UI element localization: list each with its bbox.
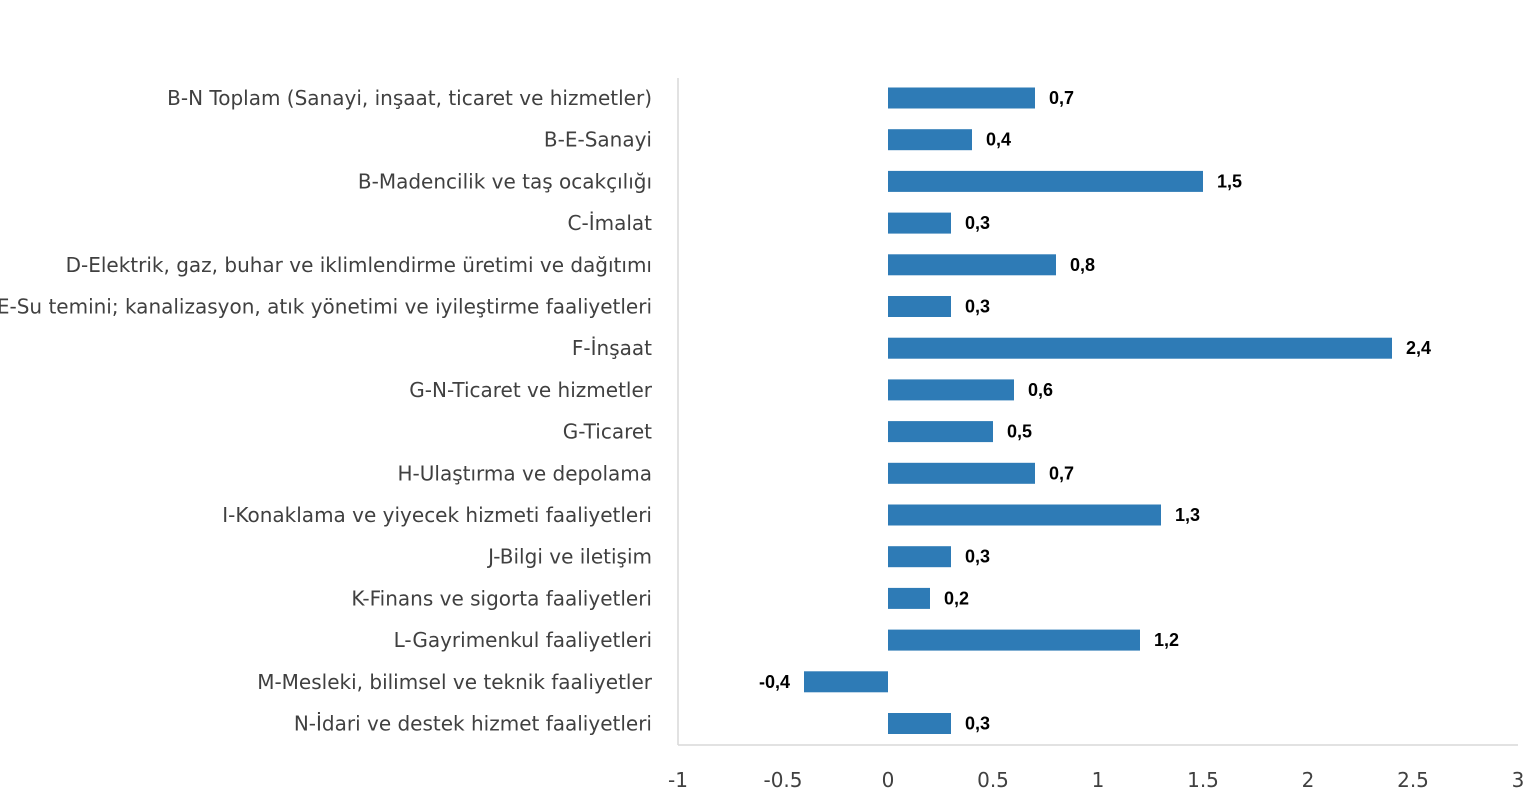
bar: [888, 296, 951, 317]
data-label: 0,2: [944, 588, 969, 608]
bar: [888, 337, 1392, 359]
bar: [888, 587, 930, 609]
category-label: M-Mesleki, bilimsel ve teknik faaliyetle…: [257, 670, 653, 694]
data-label: 1,3: [1175, 505, 1200, 525]
x-tick-label: 0.5: [977, 768, 1009, 792]
data-label: 0,8: [1070, 255, 1095, 275]
data-label: 0,3: [965, 714, 990, 734]
x-tick-label: -0.5: [763, 768, 802, 792]
data-label: 0,3: [965, 213, 990, 233]
data-label: 0,7: [1049, 88, 1074, 108]
category-label: I-Konaklama ve yiyecek hizmeti faaliyetl…: [222, 503, 652, 527]
data-label: 0,3: [965, 297, 990, 317]
bars-layer: [804, 87, 1392, 734]
data-label: 0,4: [986, 130, 1011, 150]
x-tick-label: 2: [1302, 768, 1315, 792]
x-tick-label: 1: [1092, 768, 1105, 792]
bar: [888, 462, 1035, 484]
bar: [888, 421, 993, 443]
data-label: 0,3: [965, 547, 990, 567]
x-tick-label: 0: [882, 768, 895, 792]
category-label: D-Elektrik, gaz, buhar ve iklimlendirme …: [66, 253, 652, 277]
bar: [888, 212, 951, 234]
data-label: 0,5: [1007, 422, 1032, 442]
data-label: 0,7: [1049, 463, 1074, 483]
data-label: 0,6: [1028, 380, 1053, 400]
axis-layer: -1 -0.5 0 0.5 1 1.5 2 2.5 3: [668, 78, 1524, 792]
bar: [888, 546, 951, 568]
bar: [888, 254, 1056, 276]
x-tick-label: 3: [1512, 768, 1525, 792]
bar: [804, 671, 888, 693]
category-label: C-İmalat: [568, 211, 653, 235]
category-label: B-E-Sanayi: [544, 128, 652, 152]
x-tick-label: -1: [668, 768, 688, 792]
data-label: 1,2: [1154, 630, 1179, 650]
data-label: 2,4: [1406, 338, 1431, 358]
category-label: F-İnşaat: [572, 336, 652, 360]
bar: [888, 504, 1161, 526]
x-tick-label: 1.5: [1187, 768, 1219, 792]
category-label: B-N Toplam (Sanayi, inşaat, ticaret ve h…: [167, 86, 652, 110]
category-label: B-Madencilik ve taş ocakçılığı: [358, 169, 652, 193]
bar: [888, 170, 1203, 192]
category-label: J-Bilgi ve iletişim: [486, 545, 652, 569]
labels-layer: B-N Toplam (Sanayi, inşaat, ticaret ve h…: [0, 86, 1431, 736]
bar: [888, 713, 951, 734]
bar: [888, 629, 1140, 651]
category-label: N-İdari ve destek hizmet faaliyetleri: [294, 712, 652, 736]
bar: [888, 129, 972, 151]
bar: [888, 87, 1035, 109]
category-label: H-Ulaştırma ve depolama: [398, 461, 652, 485]
category-label: G-N-Ticaret ve hizmetler: [409, 378, 652, 402]
data-label: -0,4: [759, 672, 790, 692]
category-label: K-Finans ve sigorta faaliyetleri: [351, 586, 652, 610]
category-label: L-Gayrimenkul faaliyetleri: [394, 628, 652, 652]
data-label: 1,5: [1217, 171, 1242, 191]
category-label: E-Su temini; kanalizasyon, atık yönetimi…: [0, 295, 652, 319]
bar: [888, 379, 1014, 401]
x-tick-label: 2.5: [1397, 768, 1429, 792]
category-label: G-Ticaret: [563, 420, 652, 444]
